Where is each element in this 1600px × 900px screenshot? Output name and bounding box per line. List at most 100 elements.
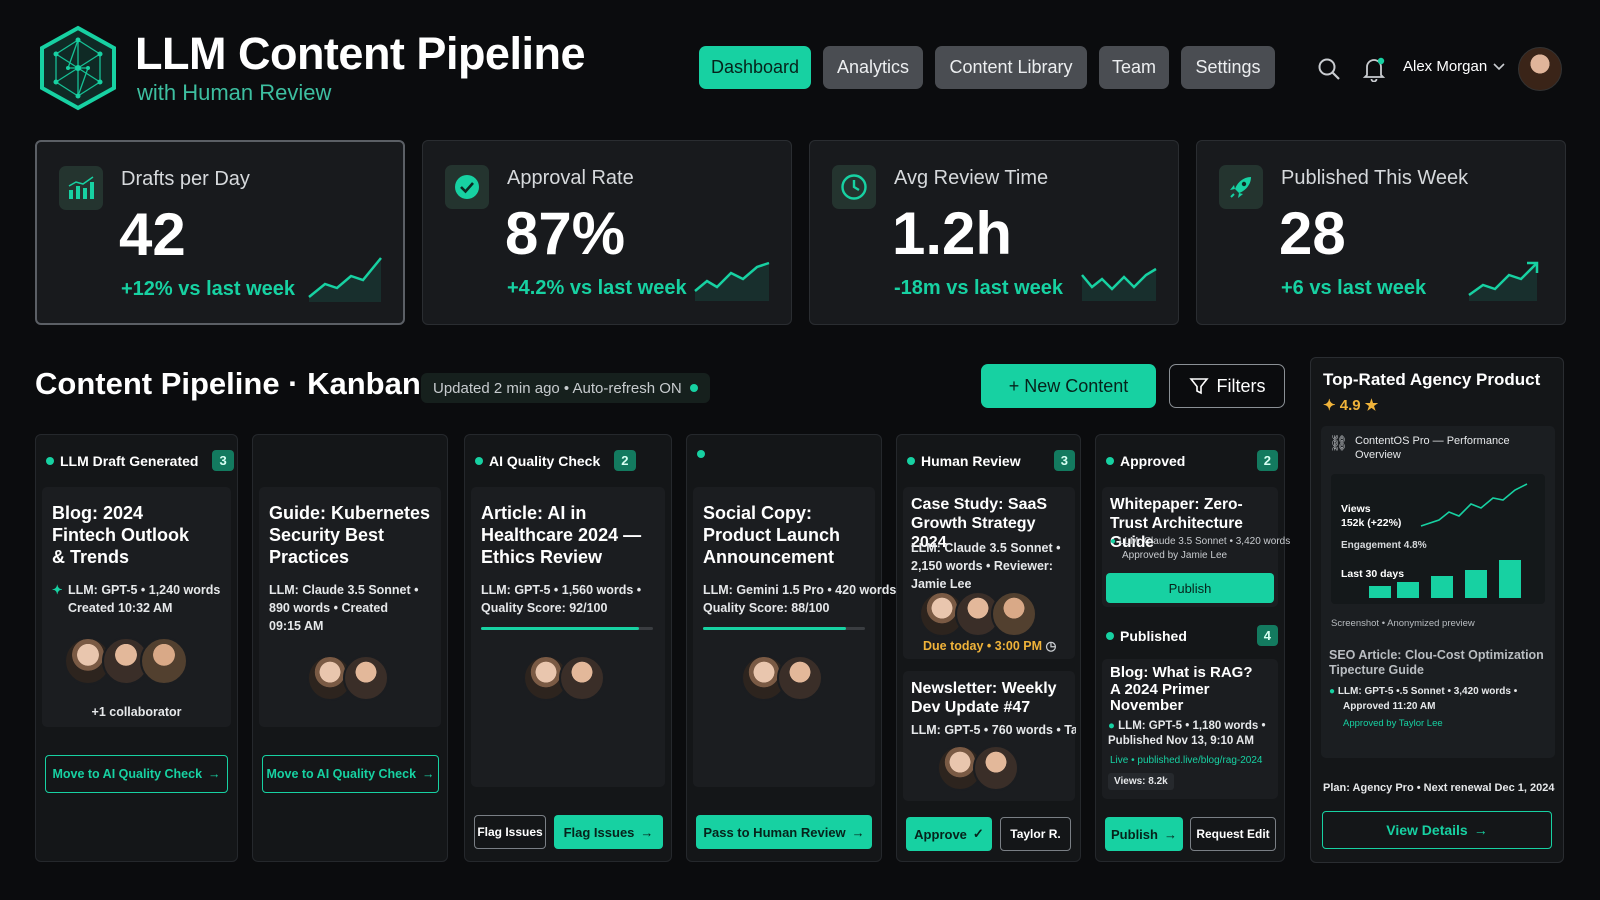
search-icon[interactable]	[1316, 56, 1342, 82]
stat-label: Published This Week	[1281, 167, 1469, 189]
column-title: Human Review	[921, 452, 1021, 469]
card-meta-line: LLM: Claude 3.5 Sonnet •	[269, 583, 419, 597]
button-label: Move to AI Quality Check	[52, 767, 203, 781]
card-meta-line: LLM: Claude 3.5 Sonnet • 3,420 words	[1118, 536, 1291, 547]
stat-label: Avg Review Time	[894, 167, 1049, 189]
approve-button[interactable]: Approve ✓	[906, 817, 992, 851]
stat-value: 1.2h	[892, 200, 1013, 267]
quality-progress	[703, 627, 865, 630]
card-meta-line: Published Nov 13, 9:10 AM	[1108, 735, 1254, 747]
quality-progress-fill	[703, 627, 846, 630]
new-content-button[interactable]: + New Content	[981, 364, 1156, 408]
collaborator-count: +1 collaborator	[91, 705, 182, 719]
card-meta: ● LLM: Claude 3.5 Sonnet • 3,420 words Ap…	[1110, 535, 1290, 563]
status-dot	[697, 450, 705, 458]
collaborator-avatars	[307, 655, 389, 701]
nav-content-library[interactable]: Content Library	[935, 46, 1087, 89]
stat-value: 28	[1279, 200, 1346, 267]
sparkle-icon: ✦	[1323, 397, 1336, 414]
card-meta-line: 09:15 AM	[269, 619, 324, 633]
count-badge: 2	[614, 450, 636, 471]
content-card[interactable]: Blog: 2024 Fintech Outlook & Trends ✦ LLM…	[42, 487, 231, 727]
card-meta: LLM: Gemini 1.5 Pro • 420 words Quality S…	[703, 581, 896, 617]
collaborator-avatars	[741, 655, 823, 701]
preview-caption: Screenshot • Anonymized preview	[1331, 618, 1475, 629]
arrow-right-icon: →	[208, 767, 221, 781]
card-meta-line: LLM: GPT-5 • 1,180 words •	[1118, 720, 1266, 732]
publish-button[interactable]: Publish →	[1105, 817, 1183, 851]
nav-dashboard[interactable]: Dashboard	[699, 46, 811, 89]
card-meta-line: 890 words • Created	[269, 601, 389, 615]
stat-card-review-time[interactable]: Avg Review Time 1.2h -18m vs last week	[809, 140, 1179, 325]
rating-value: 4.9	[1339, 397, 1361, 414]
card-meta-line: Quality Score: 92/100	[481, 601, 608, 615]
quality-progress	[481, 627, 653, 630]
arrow-right-icon: →	[1163, 826, 1177, 842]
column-title: AI Quality Check	[489, 452, 601, 469]
assignee-button[interactable]: Taylor R.	[1000, 817, 1071, 851]
user-avatar[interactable]	[1518, 47, 1562, 91]
flag-issues-button[interactable]: Flag Issues →	[554, 815, 663, 849]
stat-delta: +6 vs last week	[1281, 277, 1427, 299]
content-card[interactable]: Social Copy: Product Launch Announcement…	[693, 487, 896, 787]
content-card[interactable]: Article: AI in Healthcare 2024 — Ethics …	[471, 487, 665, 787]
filters-button[interactable]: Filters	[1169, 364, 1285, 408]
nav-analytics[interactable]: Analytics	[823, 46, 923, 89]
app-subtitle: with Human Review	[137, 80, 332, 105]
seo-meta-line: LLM: GPT-5 •.5 Sonnet • 3,420 words •	[1337, 686, 1518, 697]
card-meta: LLM: Claude 3.5 Sonnet • 890 words • Crea…	[269, 581, 439, 635]
stat-value: 42	[119, 201, 186, 268]
status-dot	[1106, 456, 1114, 465]
count-badge: 2	[1256, 450, 1278, 471]
avatar	[523, 655, 569, 701]
views-badge: Views: 8.2k	[1108, 773, 1174, 790]
collaborator-avatars	[937, 745, 1019, 791]
count-badge: 3	[1053, 450, 1075, 471]
column-human-review: Human Review 3 Case Study: SaaS Growth St…	[896, 434, 1081, 862]
column-header: Approved 2	[1106, 450, 1278, 471]
stat-card-drafts[interactable]: Drafts per Day 42 +12% vs last week	[35, 140, 405, 325]
user-name[interactable]: Alex Morgan	[1403, 58, 1488, 75]
nav-settings[interactable]: Settings	[1181, 46, 1275, 89]
button-label: Flag Issues	[563, 824, 635, 840]
avatar	[991, 591, 1037, 637]
request-edit-button[interactable]: Request Edit	[1190, 817, 1276, 851]
column-draft-2: Guide: Kubernetes Security Best Practice…	[252, 434, 448, 862]
content-card[interactable]: Guide: Kubernetes Security Best Practice…	[259, 487, 441, 727]
card-meta-line: LLM: Gemini 1.5 Pro • 420 words	[703, 583, 897, 597]
plan-info: Plan: Agency Pro • Next renewal Dec 1, 2…	[1323, 782, 1555, 794]
view-details-button[interactable]: View Details →	[1322, 811, 1552, 849]
card-meta: ✦ LLM: GPT-5 • 1,240 words Created 10:32 A…	[52, 581, 232, 617]
live-link[interactable]: Live • published.live/blog/rag-2024	[1110, 755, 1263, 766]
content-card[interactable]: Case Study: SaaS Growth Strategy 2024 LL…	[903, 487, 1075, 659]
content-card[interactable]: Newsletter: Weekly Dev Update #47 LLM: G…	[903, 671, 1076, 801]
arrow-right-icon: →	[640, 824, 654, 840]
button-label: Pass to Human Review	[703, 824, 846, 840]
nav-team[interactable]: Team	[1099, 46, 1169, 89]
flag-issues-button[interactable]: Flag Issues	[474, 815, 546, 849]
bell-icon[interactable]	[1361, 56, 1387, 82]
avatar	[343, 655, 389, 701]
content-card[interactable]: Whitepaper: Zero-Trust Architecture Guid…	[1102, 487, 1290, 607]
card-title: Blog: What is RAG? A 2024 Primer Novembe…	[1110, 664, 1253, 714]
move-to-qa-button[interactable]: Move to AI Quality Check →	[45, 755, 228, 793]
status-dot	[475, 456, 483, 465]
collaborator-avatars	[64, 637, 188, 685]
sparkle-icon: ✦	[52, 583, 63, 597]
avatar	[973, 745, 1019, 791]
stat-card-approval[interactable]: Approval Rate 87% +4.2% vs last week	[422, 140, 792, 325]
chevron-down-icon[interactable]	[1493, 63, 1505, 71]
seo-meta: ● LLM: GPT-5 •.5 Sonnet • 3,420 words • A…	[1329, 684, 1555, 714]
check-icon: ✓	[972, 826, 984, 841]
arrow-right-icon: →	[1473, 822, 1488, 838]
column-title: Approved	[1120, 452, 1186, 469]
column-ai-quality: AI Quality Check 2 Article: AI in Healthc…	[464, 434, 672, 862]
publish-button[interactable]: Publish	[1106, 573, 1274, 603]
column-ai-quality-2: Social Copy: Product Launch Announcement…	[686, 434, 896, 862]
stat-card-published[interactable]: Published This Week 28 +6 vs last week	[1196, 140, 1566, 325]
pass-to-review-button[interactable]: Pass to Human Review →	[696, 815, 872, 849]
content-card[interactable]: Blog: What is RAG? A 2024 Primer Novembe…	[1102, 659, 1278, 799]
status-dot	[46, 456, 54, 465]
move-to-qa-button[interactable]: Move to AI Quality Check →	[262, 755, 439, 793]
seo-title: SEO Article: Clou-Cost Optimization Tipe…	[1329, 648, 1544, 677]
